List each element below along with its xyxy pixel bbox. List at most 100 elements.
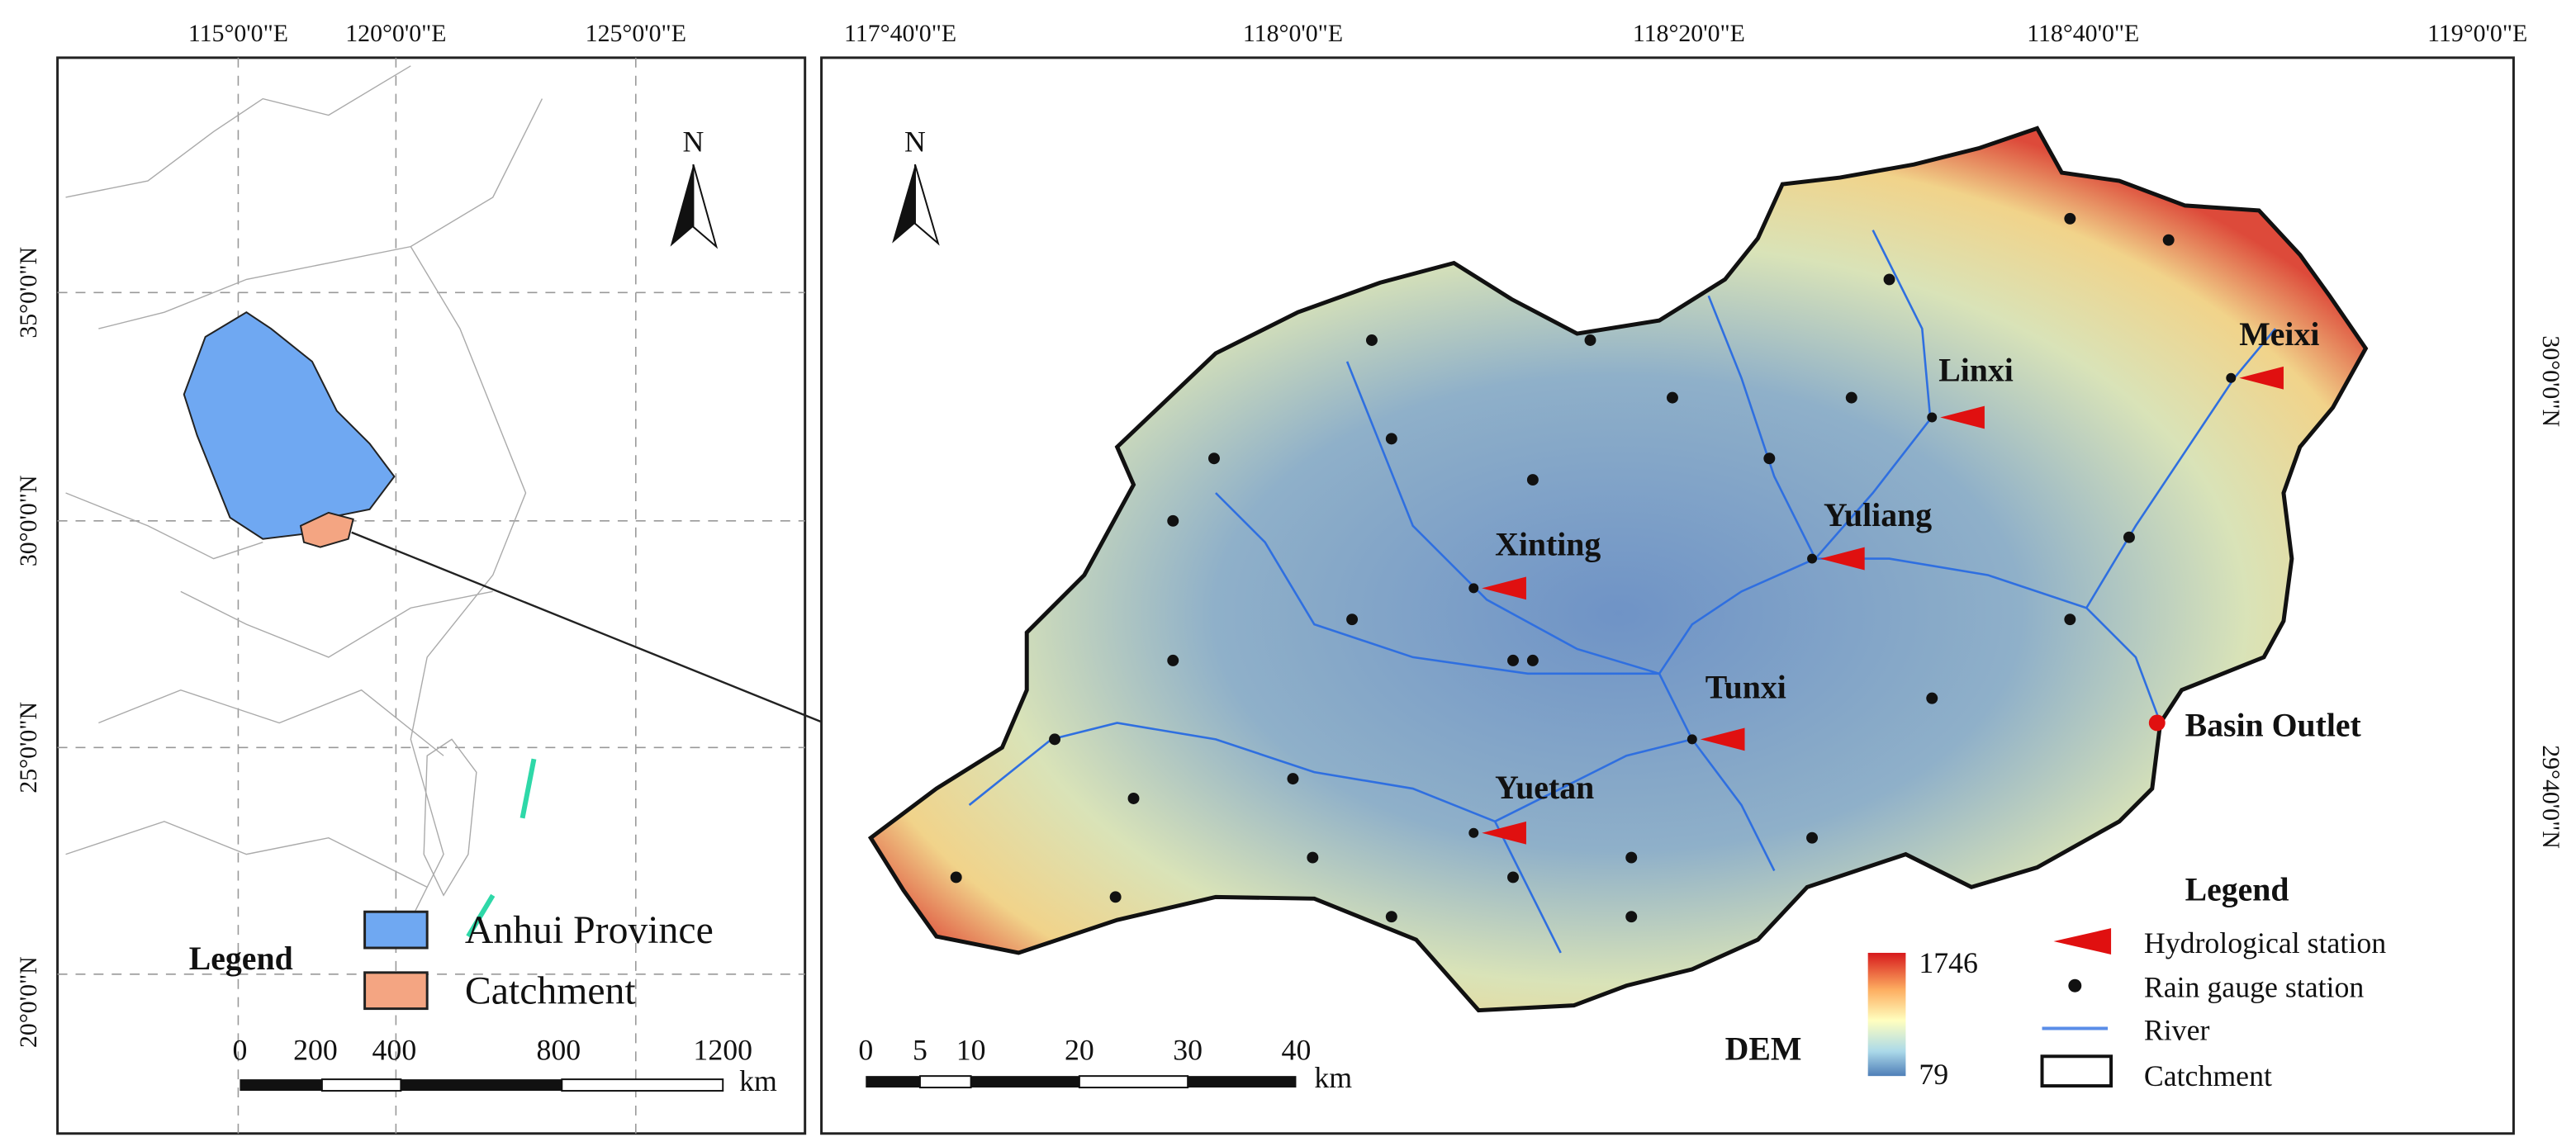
rain-gauge — [1883, 273, 1895, 286]
station-point — [1927, 412, 1938, 423]
lat-label: 25°0'0"N — [15, 702, 42, 794]
rain-gauge — [1208, 452, 1220, 465]
legend-item: Catchment — [465, 969, 636, 1013]
north-label: N — [904, 125, 926, 158]
zoom-arrow — [351, 531, 916, 760]
scale-tick: 30 — [1173, 1033, 1203, 1066]
basin-outlet — [2148, 714, 2166, 732]
rain-gauge — [1385, 433, 1397, 445]
north-arrow — [692, 163, 719, 249]
outlet-label: Basin Outlet — [2185, 707, 2362, 743]
rain-gauge — [1625, 851, 1638, 864]
scale-tick: 800 — [536, 1033, 581, 1066]
legend-symbol — [2068, 978, 2082, 993]
station-label: Linxi — [1938, 353, 2014, 389]
legend-symbol — [2053, 928, 2112, 955]
lat-label: 30°0'0"N — [15, 475, 42, 566]
legend-item: Catchment — [2144, 1059, 2272, 1092]
hydrological-station — [1482, 821, 1526, 845]
rain-gauge — [1625, 911, 1638, 923]
station-point — [1468, 583, 1479, 594]
legend-item: Rain gauge station — [2144, 971, 2365, 1004]
lon-label: 117°40'0"E — [844, 20, 956, 47]
rain-gauge — [1109, 891, 1122, 903]
station-point — [2226, 372, 2237, 383]
rain-gauge — [1926, 692, 1938, 704]
scale-bar — [240, 1078, 724, 1092]
rain-gauge — [1127, 793, 1140, 804]
rain-gauge — [1385, 911, 1397, 923]
station-point — [1468, 827, 1479, 838]
rain-gauge — [1287, 773, 1299, 785]
rain-gauge — [1507, 654, 1519, 666]
rain-gauge — [1346, 614, 1359, 626]
lon-label: 118°20'0"E — [1633, 20, 1745, 47]
scale-bar — [866, 1075, 1297, 1089]
hydrological-station — [1819, 547, 1865, 571]
hydrological-station — [1482, 576, 1526, 600]
lon-label: 120°0'0"E — [345, 20, 446, 47]
station-label: Meixi — [2239, 316, 2319, 353]
catchment-location — [299, 511, 354, 548]
station-label: Yuetan — [1495, 770, 1594, 806]
station-point — [1686, 734, 1697, 745]
scale-tick: 200 — [293, 1033, 338, 1066]
rain-gauge — [2162, 234, 2175, 246]
hydrological-station — [1700, 727, 1745, 751]
lon-label: 115°0'0"E — [188, 20, 288, 47]
north-arrow — [913, 163, 940, 246]
rain-gauge — [950, 871, 962, 884]
islands — [466, 758, 537, 938]
scale-tick: 0 — [858, 1033, 873, 1066]
north-arrow — [892, 164, 915, 244]
rain-gauge — [2064, 212, 2076, 225]
dem-title: DEM — [1725, 1030, 1802, 1067]
scale-tick: 5 — [913, 1033, 927, 1066]
rain-gauge — [2123, 531, 2135, 543]
lat-label: 20°0'0"N — [15, 956, 42, 1048]
scale-tick: 0 — [232, 1033, 247, 1066]
rivers — [968, 230, 2276, 954]
province-borders — [65, 65, 543, 921]
legend-item: Hydrological station — [2144, 926, 2386, 959]
rain-gauge — [1526, 474, 1539, 486]
rain-gauge — [1049, 733, 1061, 746]
legend-swatch — [363, 971, 429, 1011]
legend-title: Legend — [189, 940, 293, 977]
scale-tick: 400 — [372, 1033, 417, 1066]
rain-gauge — [1167, 514, 1179, 527]
north-label: N — [682, 125, 704, 158]
hydrological-station — [1940, 405, 1985, 429]
anhui-province — [183, 311, 396, 540]
scale-tick: 40 — [1282, 1033, 1312, 1066]
rain-gauge — [1307, 851, 1319, 864]
rain-gauge — [2064, 614, 2076, 626]
north-arrow — [670, 164, 694, 247]
rain-gauge — [1526, 654, 1539, 666]
lat-label: 29°40'0"N — [2537, 745, 2564, 849]
rain-gauge — [1667, 391, 1678, 404]
station-label: Xinting — [1495, 527, 1601, 563]
lon-label: 118°0'0"E — [1243, 20, 1343, 47]
dem-colorbar — [1867, 952, 1906, 1077]
rain-gauge — [1806, 831, 1819, 844]
catchment-dem — [867, 126, 2369, 1013]
scale-unit: km — [1314, 1061, 1352, 1094]
lon-label: 125°0'0"E — [586, 20, 686, 47]
rain-gauge — [1845, 391, 1857, 404]
lon-label: 118°40'0"E — [2027, 20, 2139, 47]
rain-gauge — [1507, 871, 1519, 884]
lat-label: 30°0'0"N — [2537, 335, 2564, 427]
rain-gauge — [1167, 654, 1179, 666]
scale-tick: 10 — [956, 1033, 986, 1066]
legend-item: River — [2144, 1013, 2210, 1046]
rain-gauge — [1584, 334, 1596, 346]
lat-label: 35°0'0"N — [15, 247, 42, 339]
dem-max: 1746 — [1919, 946, 1978, 979]
station-label: Yuliang — [1824, 497, 1932, 533]
graticule — [57, 57, 805, 1134]
legend-item: Anhui Province — [465, 908, 714, 952]
overview-panel: 115°0'0"E 120°0'0"E 125°0'0"E 35°0'0"N 3… — [15, 20, 916, 1135]
legend-symbol — [2040, 1054, 2113, 1088]
